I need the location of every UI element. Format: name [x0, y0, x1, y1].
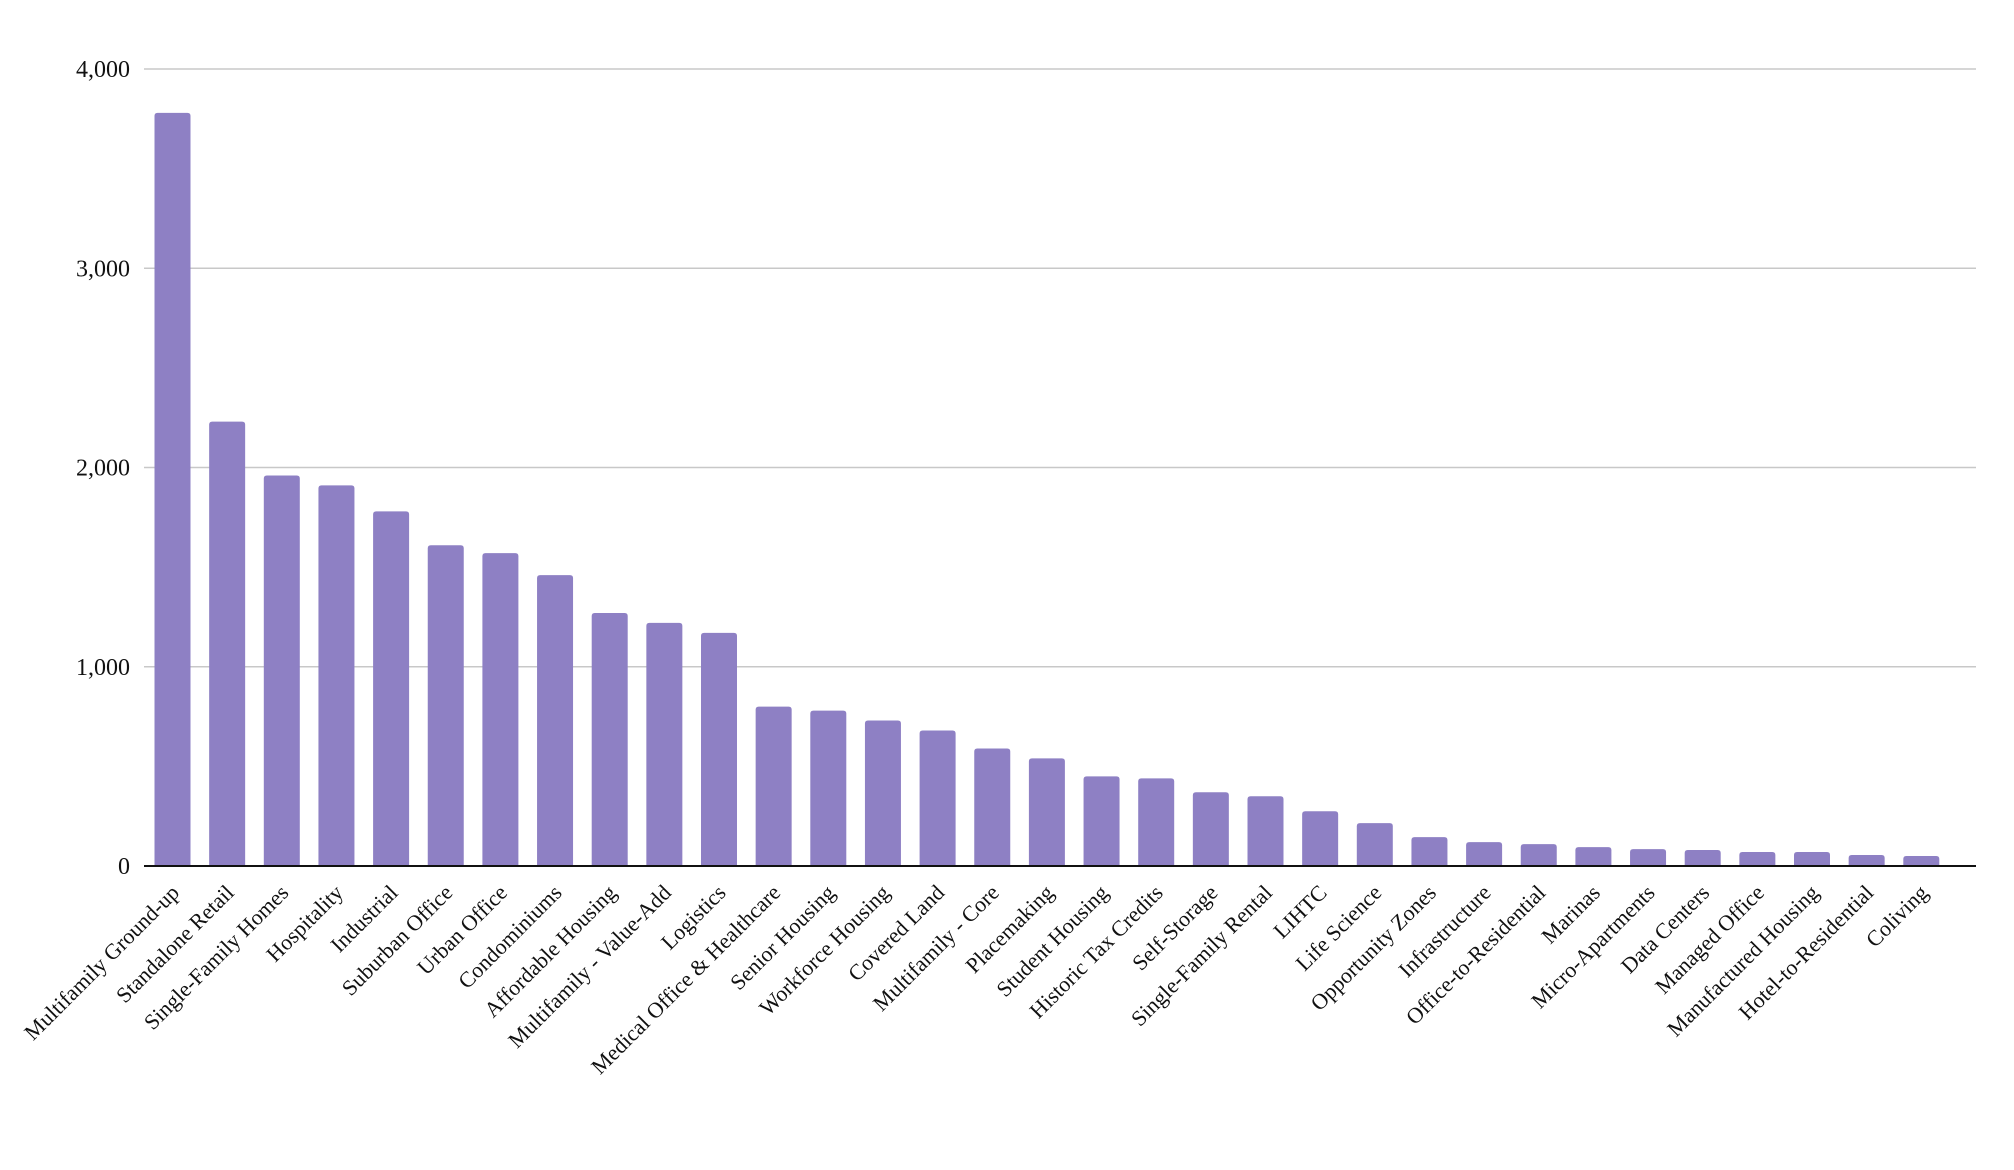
y-tick-label: 0 — [118, 854, 130, 880]
bar — [373, 511, 410, 866]
bar — [1684, 850, 1721, 866]
bar — [810, 710, 847, 866]
bar — [1848, 855, 1885, 866]
bar — [537, 575, 574, 866]
bar — [646, 622, 683, 866]
bar — [701, 632, 737, 866]
bar — [1356, 823, 1393, 866]
bar — [263, 475, 300, 866]
bar — [1302, 811, 1339, 866]
bar — [154, 112, 191, 866]
x-tick-label: Coliving — [1861, 880, 1933, 952]
bar — [755, 706, 792, 866]
bar — [1247, 796, 1284, 866]
bar — [209, 421, 246, 866]
bar — [1739, 852, 1776, 866]
bar — [1575, 847, 1612, 866]
bar — [427, 545, 464, 866]
bar — [482, 553, 519, 866]
bar — [864, 720, 901, 866]
axes: 0 1,000 2,000 3,000 4,000 — [76, 57, 1976, 880]
bar — [1903, 856, 1940, 866]
bar — [974, 748, 1011, 866]
bar — [1028, 758, 1065, 866]
bar — [1083, 776, 1120, 866]
bar — [591, 612, 628, 866]
y-tick-label: 1,000 — [76, 655, 130, 681]
bars — [154, 112, 1940, 866]
bar — [1138, 778, 1175, 866]
gridlines — [144, 68, 1976, 668]
bar — [1411, 837, 1448, 866]
bar — [1794, 852, 1830, 866]
bar — [1192, 792, 1229, 866]
y-tick-label: 2,000 — [76, 456, 130, 482]
bar — [919, 730, 956, 866]
bar — [1520, 844, 1557, 866]
y-tick-label: 4,000 — [76, 57, 130, 83]
bar — [1466, 842, 1503, 866]
bar — [1630, 849, 1667, 866]
y-tick-label: 3,000 — [76, 256, 130, 282]
bar — [318, 485, 355, 866]
